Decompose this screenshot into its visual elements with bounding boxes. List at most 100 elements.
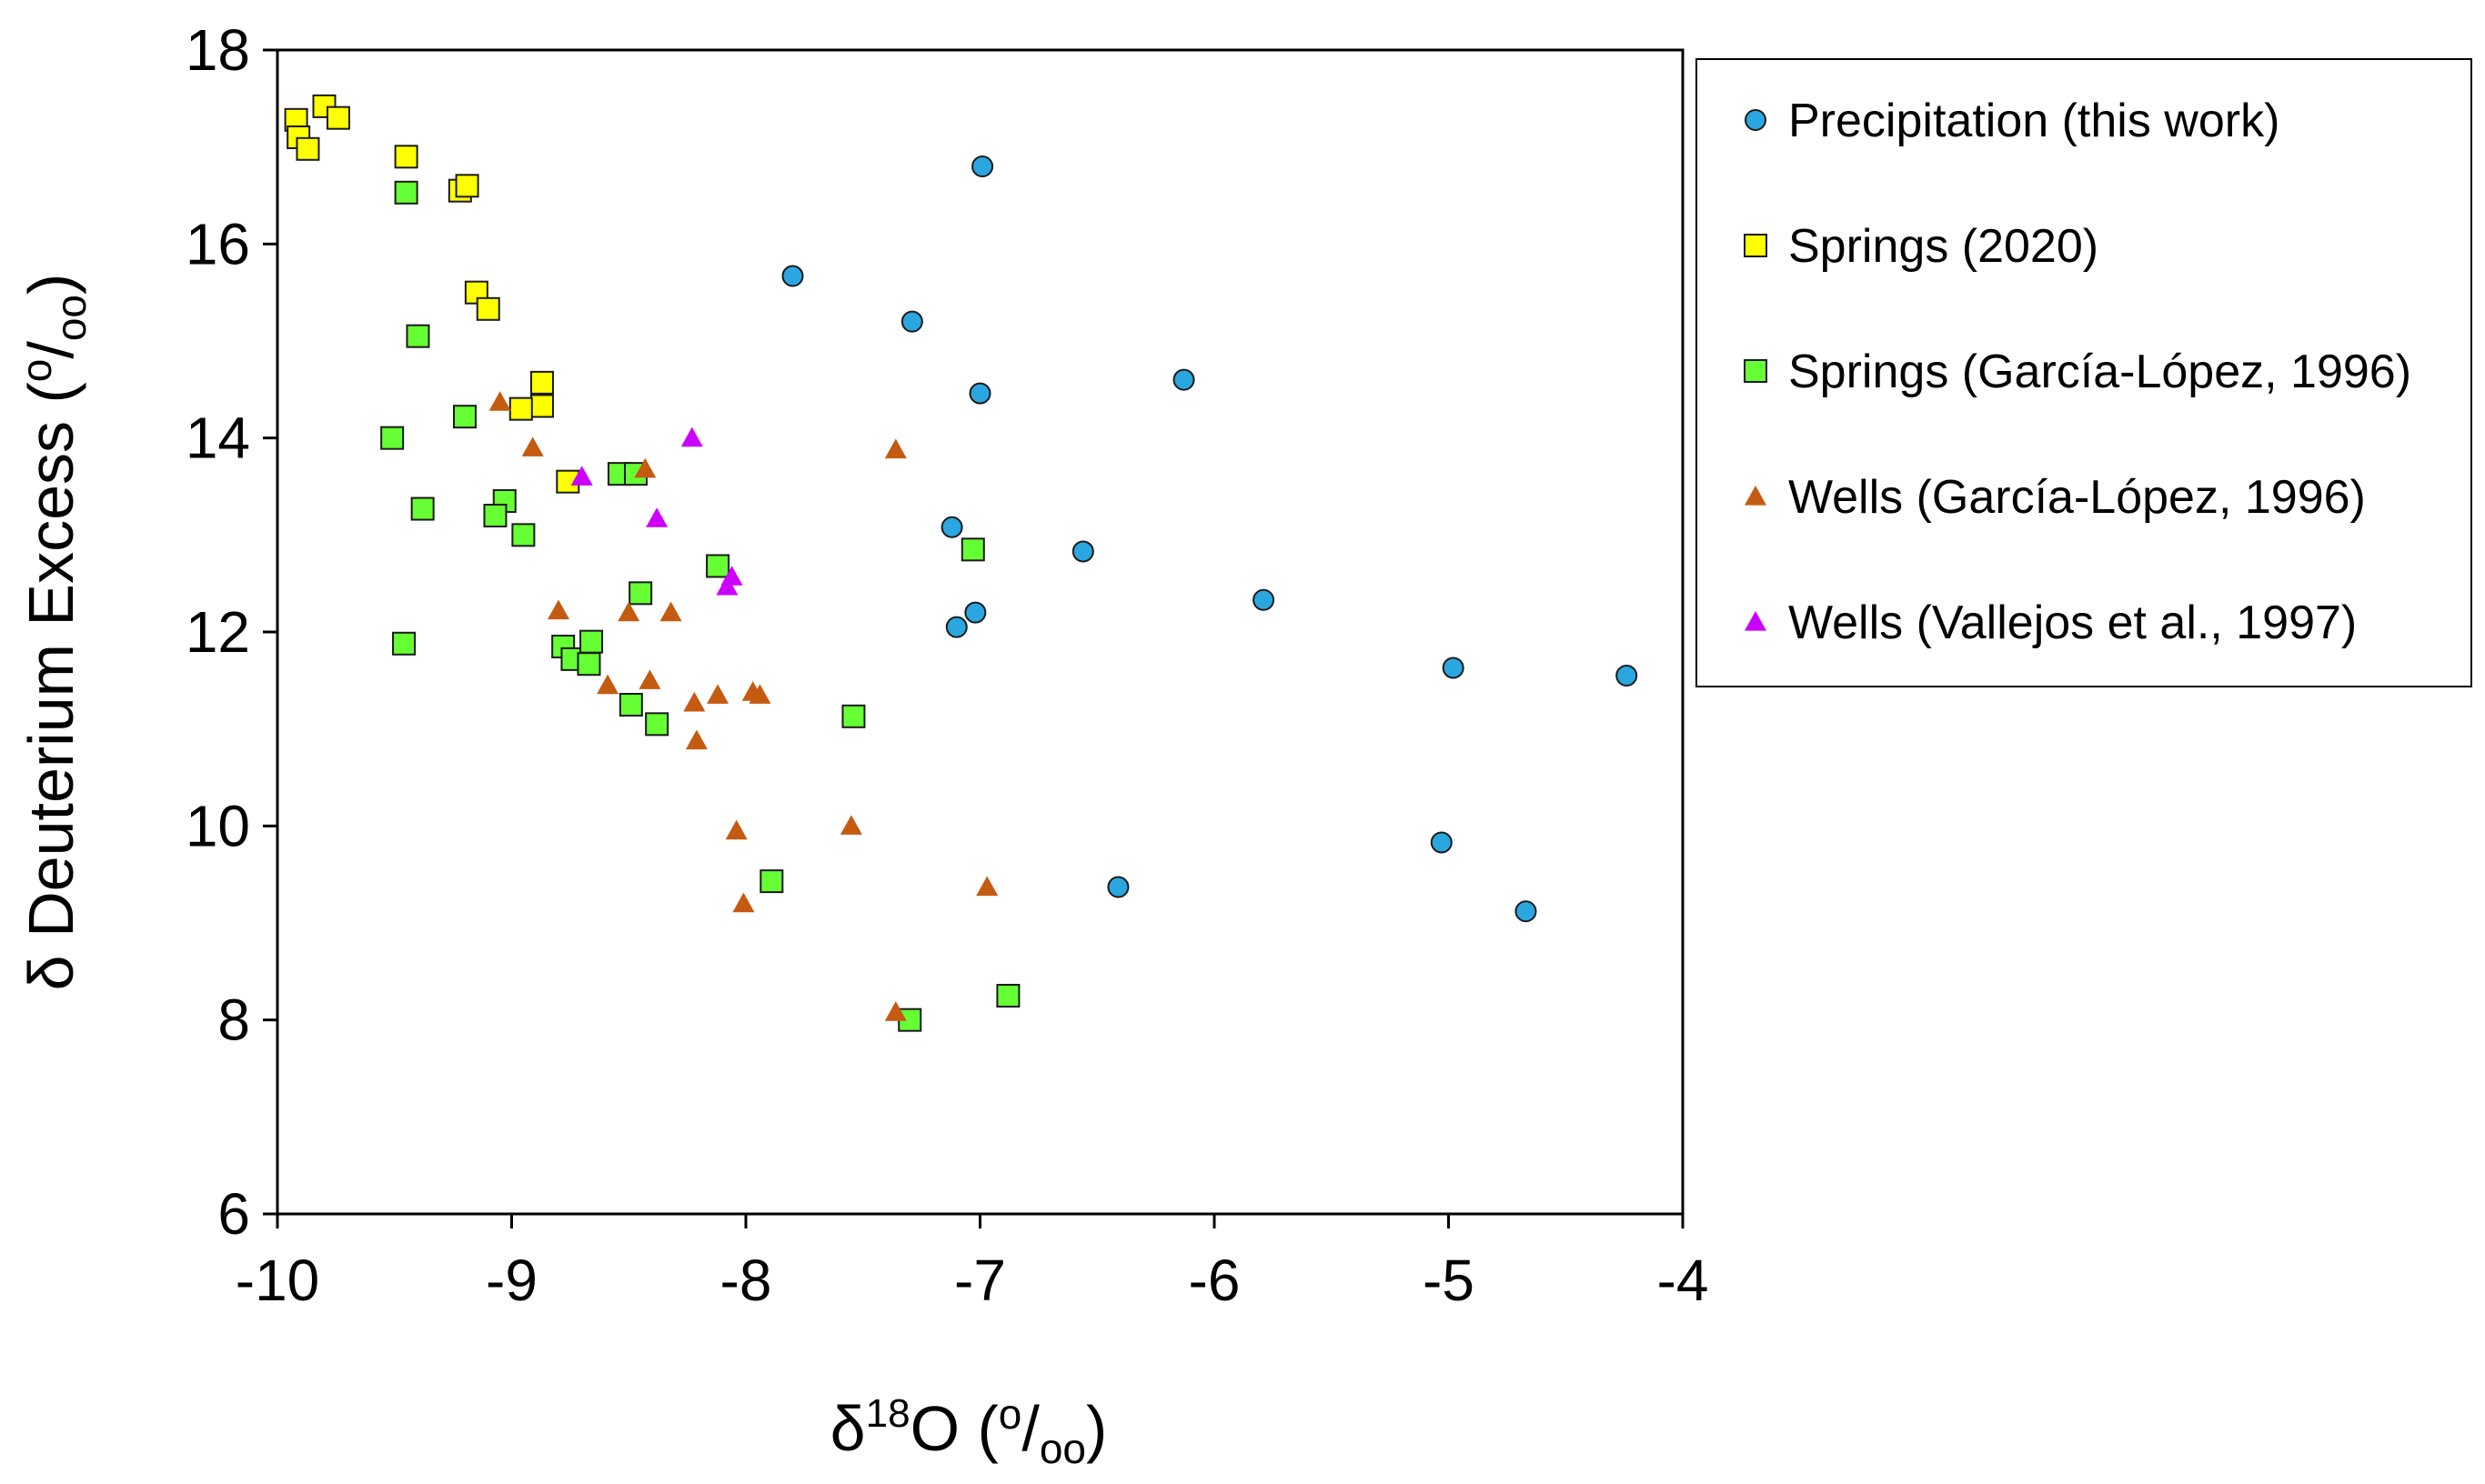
legend-marker <box>1745 486 1766 506</box>
wells-garcia-lopez-point <box>840 815 862 835</box>
springs-garcia-lopez-point <box>406 324 430 348</box>
data-points <box>284 94 1638 1032</box>
springs-garcia-lopez-point <box>483 504 508 527</box>
legend-label: Wells (Vallejos et al., 1997) <box>1788 597 2357 649</box>
legend: Precipitation (this work) Springs (2020) S… <box>1695 58 2472 687</box>
x-tick-label: -7 <box>954 1248 1006 1313</box>
springs-garcia-lopez-point <box>410 496 435 521</box>
springs-2020-point <box>326 105 350 130</box>
y-tick-label: 18 <box>186 17 250 83</box>
wells-garcia-lopez-point <box>488 391 511 411</box>
legend-label: Springs (2020) <box>1788 220 2098 273</box>
legend-item-wells-vallejos: Wells (Vallejos et al., 1997) <box>1745 597 2357 649</box>
wells-garcia-lopez-point <box>634 457 657 478</box>
springs-garcia-lopez-point <box>706 554 730 578</box>
springs-garcia-lopez-point <box>579 629 604 654</box>
x-tick-label: -9 <box>486 1248 538 1313</box>
legend-item-springs-2020: Springs (2020) <box>1744 220 2098 273</box>
y-tick-label: 10 <box>186 793 250 858</box>
precipitation-point <box>1071 540 1094 563</box>
springs-2020-point <box>296 136 320 161</box>
springs-2020-point <box>394 145 418 169</box>
legend-label: Springs (García-López, 1996) <box>1788 346 2411 398</box>
precipitation-point <box>1107 876 1130 898</box>
legend-marker <box>1744 234 1767 257</box>
springs-garcia-lopez-point <box>619 693 643 717</box>
springs-2020-point <box>476 296 500 321</box>
precipitation-point <box>1253 588 1275 611</box>
wells-garcia-lopez-point <box>725 819 748 840</box>
wells-garcia-lopez-point <box>597 674 619 695</box>
wells-garcia-lopez-point <box>659 601 682 622</box>
springs-garcia-lopez-point <box>453 405 477 429</box>
springs-garcia-lopez-point <box>629 581 653 606</box>
precipitation-point <box>941 516 963 538</box>
wells-vallejos-point <box>570 466 593 486</box>
legend-marker <box>1744 359 1767 383</box>
precipitation-point <box>969 382 991 405</box>
legend-marker <box>1745 611 1766 631</box>
y-tick-label: 8 <box>217 988 250 1053</box>
precipitation-point <box>1442 657 1464 679</box>
wells-garcia-lopez-point <box>884 438 907 459</box>
springs-garcia-lopez-point <box>577 652 601 677</box>
wells-garcia-lopez-point <box>685 729 708 750</box>
legend-item-wells-garcia-lopez: Wells (García-López, 1996) <box>1745 471 2366 524</box>
springs-garcia-lopez-point <box>961 537 985 562</box>
springs-2020-point <box>529 370 554 395</box>
precipitation-point <box>945 616 968 638</box>
springs-2020-point <box>529 394 554 418</box>
wells-garcia-lopez-point <box>976 876 999 897</box>
precipitation-point <box>1615 665 1638 687</box>
y-axis: 6 8 10 12 14 16 18 <box>186 17 277 1247</box>
wells-garcia-lopez-point <box>707 684 729 704</box>
y-axis-title: δ Deuterium Excess (o/oo) <box>13 274 95 991</box>
x-tick-label: -4 <box>1657 1248 1709 1313</box>
springs-garcia-lopez-point <box>394 180 418 205</box>
precipitation-point <box>964 601 987 624</box>
x-tick-label: -6 <box>1189 1248 1241 1313</box>
wells-vallejos-point <box>716 575 739 596</box>
wells-garcia-lopez-point <box>548 599 569 620</box>
legend-item-springs-garcia-lopez: Springs (García-López, 1996) <box>1744 346 2411 398</box>
x-tick-label: -5 <box>1423 1248 1474 1313</box>
precipitation-point <box>971 155 994 177</box>
legend-label: Precipitation (this work) <box>1788 95 2279 147</box>
wells-garcia-lopez-point <box>749 684 771 704</box>
springs-2020-point <box>455 174 479 198</box>
legend-item-precipitation: Precipitation (this work) <box>1745 95 2279 147</box>
wells-garcia-lopez-point <box>732 892 755 913</box>
precipitation-point <box>781 265 804 287</box>
wells-garcia-lopez-point <box>618 601 640 622</box>
springs-garcia-lopez-point <box>392 631 417 656</box>
springs-garcia-lopez-point <box>760 869 784 894</box>
legend-label: Wells (García-López, 1996) <box>1788 471 2366 524</box>
springs-garcia-lopez-point <box>645 712 669 737</box>
springs-2020-point <box>508 396 533 421</box>
legend-box <box>1695 58 2472 687</box>
x-tick-label: -10 <box>236 1248 320 1313</box>
y-tick-label: 14 <box>186 406 250 471</box>
wells-garcia-lopez-point <box>639 669 661 689</box>
springs-2020-point <box>556 469 580 494</box>
x-axis: -10 -9 -8 -7 -6 -5 -4 <box>236 1214 1709 1313</box>
precipitation-point <box>1430 831 1453 854</box>
precipitation-point <box>900 310 923 333</box>
precipitation-point <box>1514 900 1537 923</box>
springs-garcia-lopez-point <box>996 984 1021 1008</box>
wells-vallejos-point <box>680 426 703 447</box>
springs-garcia-lopez-point <box>841 704 866 728</box>
wells-vallejos-point <box>646 507 669 527</box>
y-tick-label: 12 <box>186 599 250 665</box>
wells-garcia-lopez-point <box>683 691 706 712</box>
springs-garcia-lopez-point <box>511 523 536 547</box>
y-tick-label: 16 <box>186 211 250 276</box>
y-tick-label: 6 <box>217 1181 250 1247</box>
wells-garcia-lopez-point <box>884 1001 907 1021</box>
x-axis-title: δ18O (o/oo) <box>830 1390 1108 1472</box>
precipitation-point <box>1172 368 1195 391</box>
plot-area <box>276 48 1685 1216</box>
springs-garcia-lopez-point <box>380 426 405 450</box>
wells-garcia-lopez-point <box>521 436 544 456</box>
